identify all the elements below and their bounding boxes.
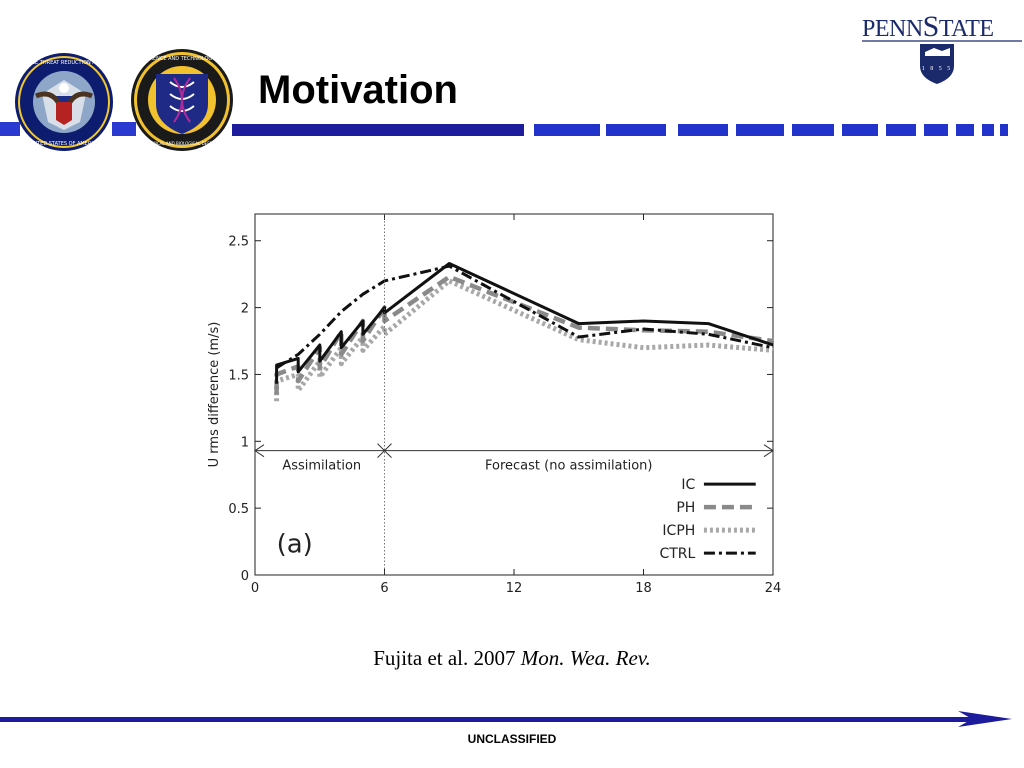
svg-text:DEFENSE THREAT REDUCTION AGENC: DEFENSE THREAT REDUCTION AGENCY	[15, 60, 114, 66]
legend-label-ph: PH	[676, 500, 695, 516]
legend-label-ic: IC	[681, 477, 695, 493]
classification-label: UNCLASSIFIED	[467, 732, 557, 746]
y-tick-label: 0.5	[228, 502, 249, 517]
citation-authors: Fujita et al. 2007	[373, 646, 521, 670]
arrow-head-left	[254, 444, 265, 458]
svg-text:JOINT SCIENCE AND TECHNOLOGY O: JOINT SCIENCE AND TECHNOLOGY OFFICE	[130, 56, 234, 62]
y-tick-label: 1.5	[228, 368, 249, 383]
svg-text:UNITED STATES OF AMERICA: UNITED STATES OF AMERICA	[28, 141, 100, 147]
divider-cross	[377, 443, 392, 459]
x-tick-label: 6	[380, 581, 388, 596]
plot-frame	[254, 213, 774, 576]
slide-title: Motivation	[258, 68, 458, 112]
series-line-ctrl	[275, 264, 774, 370]
footer-arrow	[0, 711, 1012, 727]
x-tick-label: 12	[506, 581, 523, 596]
svg-text:PENNSTATE: PENNSTATE	[862, 10, 994, 43]
x-tick-label: 18	[635, 581, 652, 596]
y-axis-label: U rms difference (m/s)	[207, 322, 222, 468]
y-tick-label: 2	[241, 302, 249, 317]
y-tick-label: 0	[241, 569, 249, 584]
legend-label-icph: ICPH	[662, 523, 695, 539]
header-stripe	[0, 122, 1008, 136]
legend-label-ctrl: CTRL	[659, 546, 695, 562]
forecast-label: Forecast (no assimilation)	[485, 459, 653, 474]
svg-text:CHEMICAL AND BIOLOGICAL DEFENS: CHEMICAL AND BIOLOGICAL DEFENSE	[144, 141, 221, 146]
panel-label: (a)	[277, 529, 313, 559]
series-line-ic	[275, 262, 774, 384]
y-tick-label: 1	[241, 435, 249, 450]
svg-text:1 8 5 5: 1 8 5 5	[922, 66, 953, 72]
arrow-head-right	[763, 444, 774, 458]
citation-journal: Mon. Wea. Rev.	[520, 646, 651, 670]
y-tick-label: 2.5	[228, 235, 249, 250]
penn-state-logo: PENNSTATE 1 8 5 5	[862, 10, 1022, 84]
u-rms-difference-chart: 0 6 12 18 24 0 0.5 1 1.5 2 2.5 U rms difference (m/…	[207, 213, 782, 596]
jsto-seal-logo: JOINT SCIENCE AND TECHNOLOGY OFFICE CHEM…	[130, 49, 234, 151]
citation: Fujita et al. 2007 Mon. Wea. Rev.	[0, 646, 1024, 671]
dtra-seal-logo: DEFENSE THREAT REDUCTION AGENCY UNITED S…	[15, 53, 114, 151]
x-tick-label: 0	[251, 581, 259, 596]
x-tick-label: 24	[765, 581, 782, 596]
assimilation-label: Assimilation	[282, 459, 361, 474]
